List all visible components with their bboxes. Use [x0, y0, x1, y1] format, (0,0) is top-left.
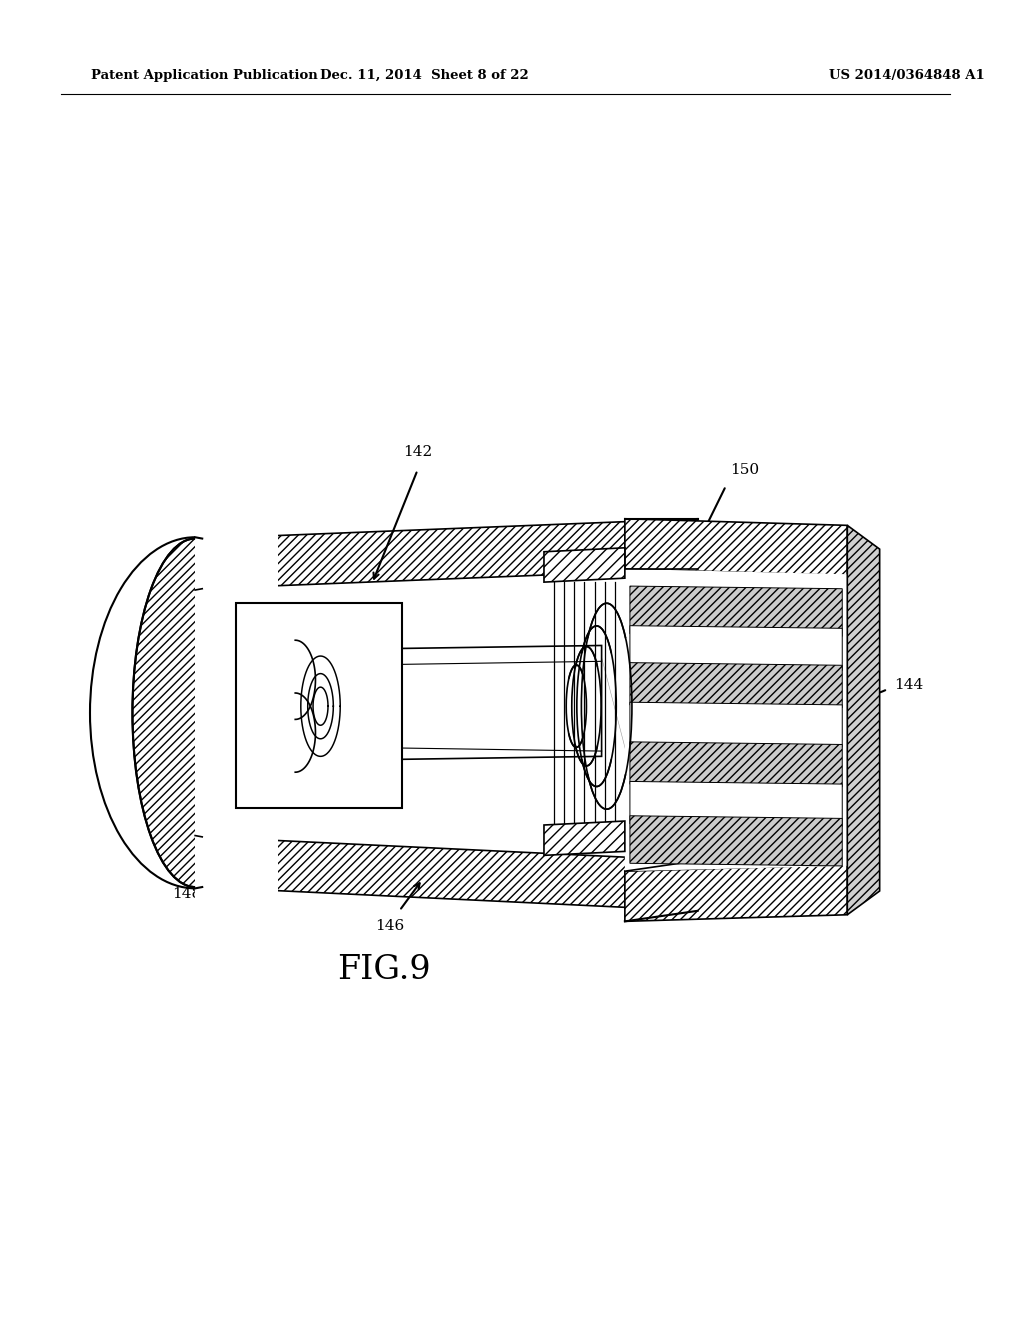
- Text: 148: 148: [172, 887, 201, 902]
- Polygon shape: [196, 583, 708, 842]
- Text: 150: 150: [730, 462, 759, 477]
- Polygon shape: [236, 603, 402, 808]
- Text: Patent Application Publication: Patent Application Publication: [91, 69, 317, 82]
- Text: 144: 144: [894, 678, 923, 692]
- Text: US 2014/0364848 A1: US 2014/0364848 A1: [829, 69, 985, 82]
- Polygon shape: [847, 525, 880, 915]
- Text: FIG.9: FIG.9: [337, 954, 431, 986]
- Text: 146: 146: [375, 919, 403, 933]
- Polygon shape: [630, 742, 843, 787]
- Polygon shape: [630, 663, 843, 708]
- Polygon shape: [625, 569, 847, 871]
- Polygon shape: [625, 865, 847, 921]
- Polygon shape: [630, 586, 843, 636]
- Text: 142: 142: [403, 445, 432, 459]
- Polygon shape: [544, 548, 625, 582]
- Polygon shape: [245, 645, 602, 762]
- Polygon shape: [202, 837, 697, 911]
- Polygon shape: [196, 512, 279, 913]
- Polygon shape: [544, 821, 625, 855]
- Polygon shape: [625, 519, 847, 576]
- Polygon shape: [630, 816, 843, 866]
- Ellipse shape: [132, 539, 258, 887]
- Polygon shape: [630, 781, 843, 826]
- Polygon shape: [630, 702, 843, 747]
- Polygon shape: [630, 626, 843, 671]
- Polygon shape: [202, 519, 697, 589]
- Text: Dec. 11, 2014  Sheet 8 of 22: Dec. 11, 2014 Sheet 8 of 22: [321, 69, 529, 82]
